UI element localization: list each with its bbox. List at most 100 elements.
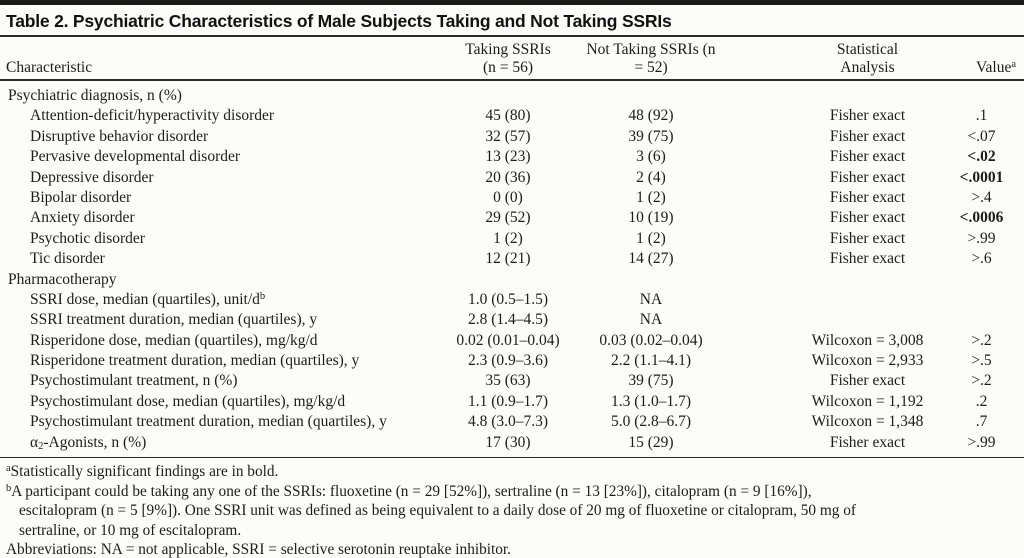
column-header-taking-ssris: Taking SSRIs (n = 56) (465, 41, 551, 76)
taking-ssris-cell: 0 (0) (493, 188, 523, 206)
footnote-b-line3: sertraline, or 10 mg of escitalopram. (19, 521, 242, 539)
table-row: α2-Agonists, n (%) 17 (30) 15 (29) Fisher e… (6, 433, 1018, 453)
p-value-cell: .1 (975, 107, 988, 125)
table-row: Tic disorder 12 (21) 14 (27) Fisher exact >.… (6, 249, 1018, 269)
table-row: SSRI dose, median (quartiles), unit/db 1.… (6, 290, 1018, 310)
taking-ssris-cell: 20 (36) (485, 168, 531, 186)
column-header-value: Valuea (976, 59, 1016, 76)
column-header-statistical-analysis: Statistical Analysis (836, 41, 899, 76)
not-taking-ssris-cell: 2.2 (1.1–4.1) (610, 352, 692, 370)
characteristic-cell: Anxiety disorder (30, 209, 135, 227)
taking-ssris-cell (434, 270, 582, 290)
statistical-analysis-cell: Fisher exact (829, 127, 906, 145)
not-taking-ssris-cell: 48 (92) (628, 107, 674, 125)
not-taking-ssris-cell: 2 (4) (636, 168, 666, 186)
p-value-cell: <.07 (967, 127, 996, 145)
statistical-analysis-cell: Fisher exact (829, 250, 906, 268)
statistical-analysis-cell: Wilcoxon = 3,008 (811, 331, 924, 349)
taking-ssris-cell: 2.3 (0.9–3.6) (467, 352, 549, 370)
not-taking-ssris-cell: 5.0 (2.8–6.7) (610, 413, 692, 431)
taking-ssris-cell: 12 (21) (485, 250, 531, 268)
statistical-analysis-cell: Fisher exact (829, 148, 906, 166)
table-row: Disruptive behavior disorder 32 (57) 39 (7… (6, 127, 1018, 147)
table-row: Risperidone treatment duration, median (… (6, 351, 1018, 371)
p-value-cell: >.2 (971, 372, 992, 390)
table-row: Anxiety disorder 29 (52) 10 (19) Fisher exa… (6, 208, 1018, 228)
characteristic-cell: Risperidone treatment duration, median (… (30, 352, 360, 370)
statistical-analysis-cell: Wilcoxon = 1,348 (811, 413, 924, 431)
table-row: Risperidone dose, median (quartiles), mg… (6, 331, 1018, 351)
p-value-cell: .7 (975, 413, 988, 431)
characteristic-cell: SSRI dose, median (quartiles), unit/db (30, 290, 266, 308)
not-taking-ssris-cell: NA (639, 311, 663, 329)
not-taking-ssris-cell: NA (639, 290, 663, 308)
table-row: Psychostimulant treatment, n (%) 35 (63) 3… (6, 371, 1018, 391)
not-taking-ssris-cell: 10 (19) (628, 209, 674, 227)
statistical-analysis-cell: Fisher exact (829, 209, 906, 227)
characteristic-cell: Psychostimulant treatment duration, medi… (30, 413, 387, 431)
statistical-analysis-cell: Fisher exact (829, 372, 906, 390)
p-value-cell: >.4 (971, 188, 992, 206)
not-taking-ssris-cell: 39 (75) (628, 372, 674, 390)
not-taking-ssris-cell: 1.3 (1.0–1.7) (610, 392, 692, 410)
p-value-cell (945, 310, 1018, 330)
table-row: Pervasive developmental disorder 13 (23) 3… (6, 147, 1018, 167)
not-taking-ssris-cell (582, 86, 720, 106)
characteristic-cell: Psychostimulant treatment, n (%) (30, 372, 238, 390)
table-row: Psychostimulant dose, median (quartiles)… (6, 392, 1018, 412)
p-value-cell: >.2 (971, 331, 992, 349)
characteristic-cell: Pervasive developmental disorder (30, 148, 241, 166)
footnote-b-line2: escitalopram (n = 5 [9%]). One SSRI unit… (19, 502, 857, 520)
table-row: Depressive disorder 20 (36) 2 (4) Fisher ex… (6, 168, 1018, 188)
column-header-characteristic: Characteristic (6, 59, 93, 76)
characteristic-cell: Psychotic disorder (30, 229, 145, 247)
taking-ssris-cell: 35 (63) (485, 372, 531, 390)
p-value-cell (945, 270, 1018, 290)
table-body: Psychiatric diagnosis, n (%) Attention-de… (0, 81, 1024, 459)
table-row: Bipolar disorder 0 (0) 1 (2) Fisher exact >.… (6, 188, 1018, 208)
p-value-cell (945, 86, 1018, 106)
not-taking-ssris-cell: 15 (29) (628, 433, 674, 451)
characteristic-cell: Bipolar disorder (30, 188, 132, 206)
statistical-analysis-cell (720, 310, 945, 330)
table-row: Psychotic disorder 1 (2) 1 (2) Fisher exact… (6, 229, 1018, 249)
taking-ssris-cell: 32 (57) (485, 127, 531, 145)
taking-ssris-cell: 1.0 (0.5–1.5) (467, 290, 549, 308)
table-footnotes: aStatistically significant findings are … (0, 458, 1024, 558)
characteristic-cell: Pharmacotherapy (8, 270, 117, 288)
characteristic-cell: Disruptive behavior disorder (30, 127, 209, 145)
not-taking-ssris-cell: 0.03 (0.02–0.04) (599, 331, 703, 349)
taking-ssris-cell: 13 (23) (485, 148, 531, 166)
statistical-analysis-cell: Fisher exact (829, 229, 906, 247)
p-value-cell: >.99 (967, 229, 996, 247)
not-taking-ssris-cell: 39 (75) (628, 127, 674, 145)
statistical-analysis-cell: Fisher exact (829, 107, 906, 125)
not-taking-ssris-cell (582, 270, 720, 290)
statistical-analysis-cell (720, 290, 945, 310)
table-header-row: Characteristic Taking SSRIs (n = 56) Not… (0, 37, 1024, 81)
p-value-cell: <.02 (967, 148, 996, 166)
taking-ssris-cell: 45 (80) (485, 107, 531, 125)
table-row: Attention-deficit/hyperactivity disorder… (6, 106, 1018, 126)
column-header-not-taking-ssris: Not Taking SSRIs (n = 52) (586, 41, 716, 76)
section-row: Psychiatric diagnosis, n (%) (6, 86, 1018, 106)
not-taking-ssris-cell: 14 (27) (628, 250, 674, 268)
p-value-cell: >.99 (967, 433, 996, 451)
p-value-cell: .2 (975, 392, 988, 410)
statistical-analysis-cell: Fisher exact (829, 168, 906, 186)
characteristic-cell: α2-Agonists, n (%) (30, 433, 147, 452)
characteristic-cell: Depressive disorder (30, 168, 154, 186)
characteristic-cell: Risperidone dose, median (quartiles), mg… (30, 331, 318, 349)
statistical-analysis-cell: Wilcoxon = 1,192 (811, 392, 924, 410)
characteristic-cell: SSRI treatment duration, median (quartil… (30, 311, 318, 329)
taking-ssris-cell: 29 (52) (485, 209, 531, 227)
statistical-analysis-cell: Wilcoxon = 2,933 (811, 352, 924, 370)
characteristic-cell: Attention-deficit/hyperactivity disorder (30, 107, 275, 125)
p-value-cell: >.6 (971, 250, 992, 268)
taking-ssris-cell (434, 86, 582, 106)
top-rule (0, 0, 1024, 5)
not-taking-ssris-cell: 3 (6) (636, 148, 666, 166)
footnote-a: aStatistically significant findings are … (6, 463, 279, 481)
taking-ssris-cell: 0.02 (0.01–0.04) (456, 331, 560, 349)
